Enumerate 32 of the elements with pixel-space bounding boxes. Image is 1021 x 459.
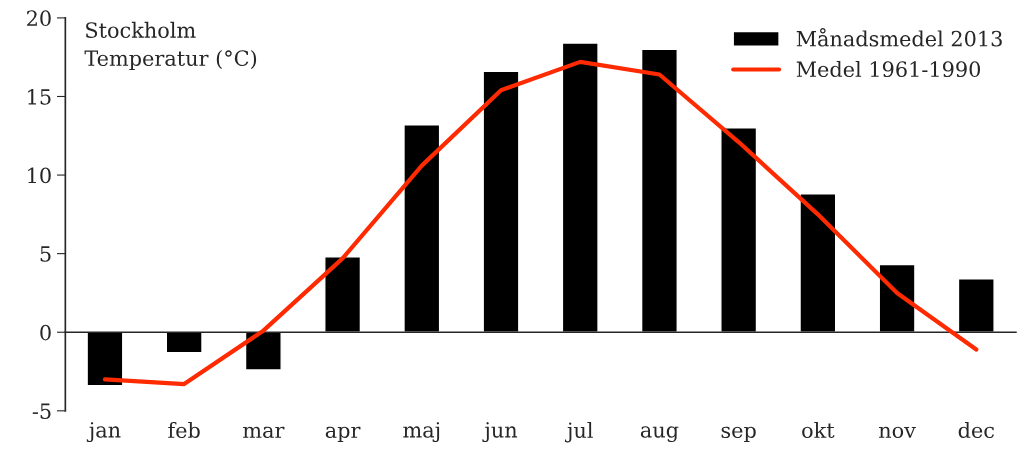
bar <box>799 193 837 333</box>
x-tick-label: sep <box>721 426 756 443</box>
x-tick-label: jul <box>564 421 593 443</box>
x-tick-label: jun <box>482 422 518 443</box>
text: Stockholm Temperatur (°C) <box>84 21 257 71</box>
bar <box>957 278 995 333</box>
bar <box>86 331 124 387</box>
x-tick-label: nov <box>878 426 916 439</box>
y-tick-label: 15 <box>28 88 51 105</box>
x-tick-label: mar <box>243 426 285 439</box>
bar <box>482 70 520 333</box>
x-tick-label: aug <box>640 426 679 443</box>
y-tick-label: 5 <box>40 246 51 262</box>
y-tick-label: -5 <box>32 403 51 420</box>
y-tick-label: 0 <box>40 324 51 341</box>
bar <box>561 42 599 333</box>
bar <box>165 331 203 354</box>
x-tick-label: jan <box>86 422 121 443</box>
legend-label: Medel 1961-1990 <box>796 60 981 78</box>
x-tick-label: maj <box>403 422 440 443</box>
bar <box>324 256 362 333</box>
y-tick-label: 10 <box>28 167 51 184</box>
bar <box>403 124 441 333</box>
bar <box>720 127 758 333</box>
x-tick-label: apr <box>325 426 361 443</box>
y-tick-label: 20 <box>27 10 51 27</box>
legend-label: Månadsmedel 2013 <box>796 27 1002 47</box>
x-tick-label: feb <box>168 421 200 439</box>
bar <box>244 331 282 371</box>
x-tick-label: okt <box>802 421 835 439</box>
bar <box>640 48 678 333</box>
x-tick-label: dec <box>958 421 994 439</box>
